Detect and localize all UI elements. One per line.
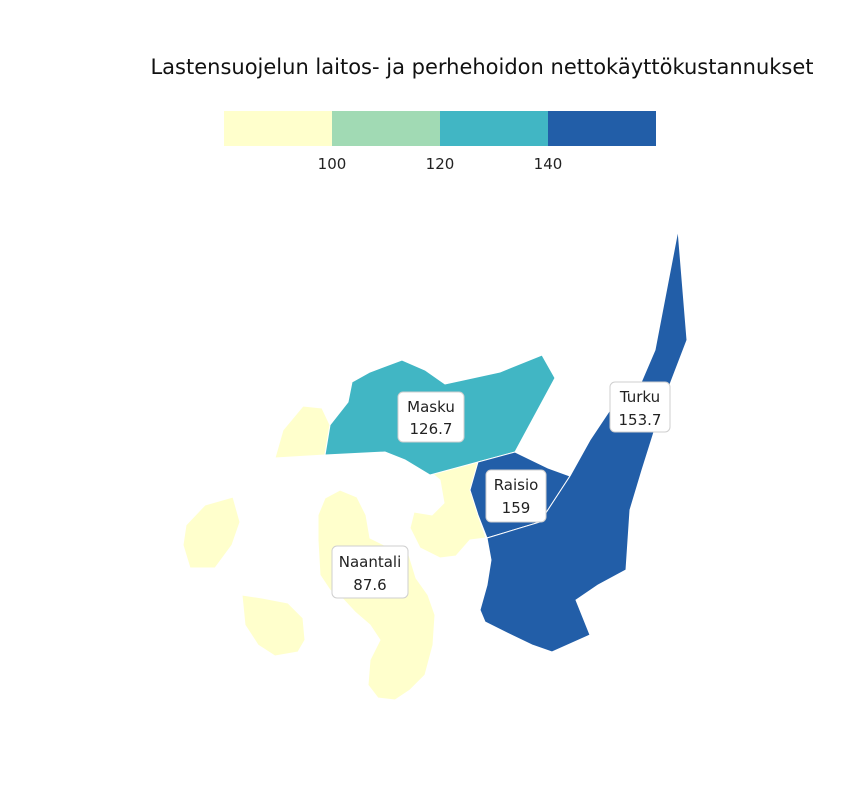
label-naantali-name: Naantali	[339, 553, 402, 571]
region-turku[interactable]	[479, 229, 688, 653]
label-raisio-value: 159	[502, 499, 531, 517]
legend-tick-120: 120	[425, 155, 455, 173]
label-raisio: Raisio 159	[485, 469, 547, 523]
label-raisio-name: Raisio	[494, 476, 539, 494]
legend-bin-1	[224, 111, 332, 146]
label-turku: Turku 153.7	[609, 381, 671, 433]
label-masku: Masku 126.7	[397, 391, 465, 443]
label-naantali-value: 87.6	[353, 576, 386, 594]
region-naantali[interactable]	[182, 405, 487, 701]
legend-bin-3	[440, 111, 548, 146]
legend-bin-2	[332, 111, 440, 146]
color-legend	[224, 111, 656, 146]
legend-bin-4	[548, 111, 656, 146]
legend-tick-100: 100	[317, 155, 347, 173]
label-masku-value: 126.7	[410, 420, 453, 438]
legend-tick-140: 140	[533, 155, 563, 173]
label-turku-value: 153.7	[619, 411, 662, 429]
map-title: Lastensuojelun laitos- ja perhehoidon ne…	[150, 55, 814, 79]
label-turku-name: Turku	[619, 388, 660, 406]
label-masku-name: Masku	[407, 398, 455, 416]
label-naantali: Naantali 87.6	[331, 545, 409, 599]
